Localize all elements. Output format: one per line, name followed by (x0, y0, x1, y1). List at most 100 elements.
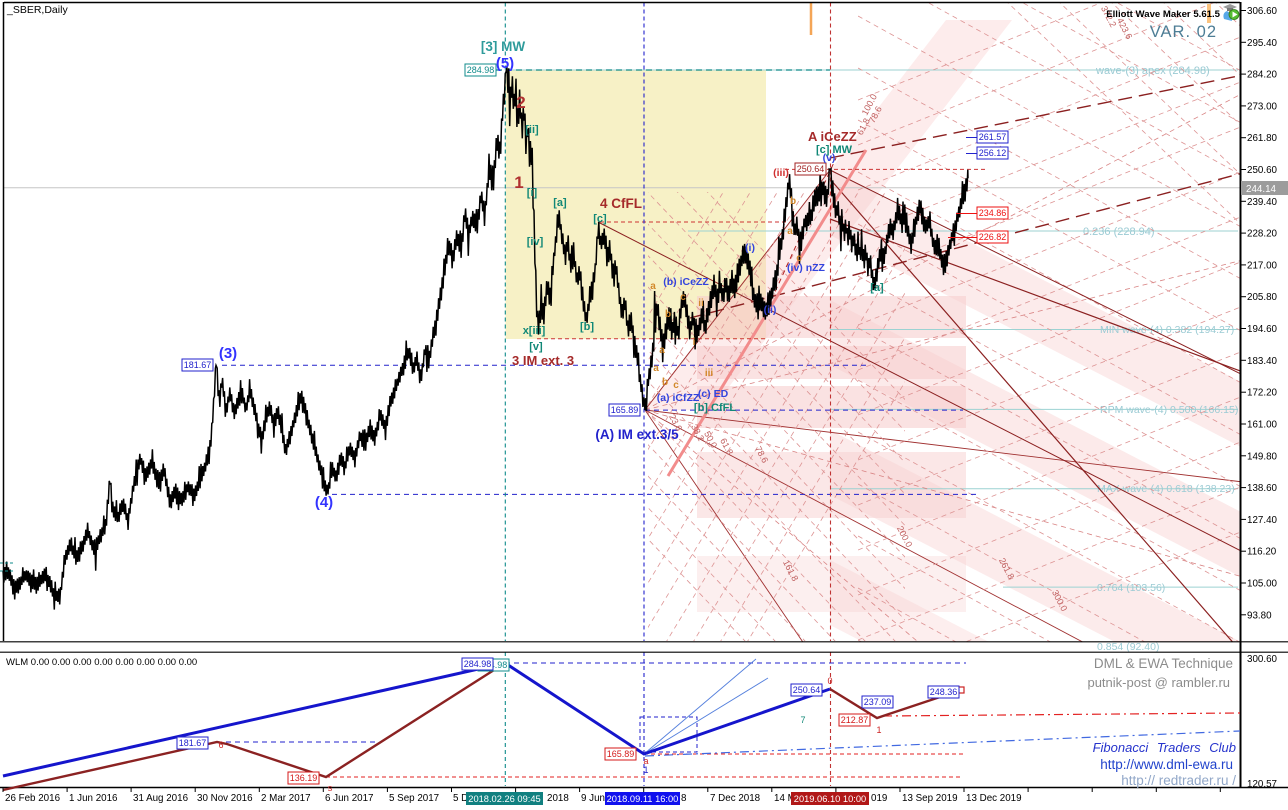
svg-text:212.87: 212.87 (841, 715, 869, 725)
svg-text:9 Jun 2: 9 Jun 2 (581, 793, 613, 804)
svg-text:300.60: 300.60 (1247, 654, 1278, 665)
svg-text:x[iii]: x[iii] (523, 325, 546, 337)
svg-text:2: 2 (516, 93, 525, 112)
svg-text:165.89: 165.89 (607, 749, 635, 759)
svg-text:b: b (665, 309, 671, 320)
svg-text:[i]: [i] (527, 187, 538, 199)
svg-text:(5): (5) (496, 55, 514, 72)
svg-text:161.00: 161.00 (1247, 419, 1278, 430)
svg-text:239.40: 239.40 (1247, 197, 1278, 208)
svg-text:iii: iii (705, 368, 714, 379)
svg-text:a: a (643, 756, 648, 766)
svg-text:0: 0 (827, 676, 832, 686)
svg-text:127.40: 127.40 (1247, 515, 1278, 526)
svg-text:14 M: 14 M (774, 793, 796, 804)
svg-text:[iv]: [iv] (527, 236, 544, 248)
svg-text:6: 6 (218, 740, 223, 750)
svg-text:(iv) nZZ: (iv) nZZ (787, 262, 825, 274)
svg-text:[b]: [b] (580, 321, 594, 333)
svg-text:273.00: 273.00 (1247, 101, 1278, 112)
svg-text:7: 7 (800, 715, 805, 725)
svg-text:[ii]: [ii] (525, 124, 539, 136)
svg-text:(i): (i) (745, 242, 755, 254)
svg-text:4 CfFL: 4 CfFL (600, 196, 642, 211)
svg-text:295.40: 295.40 (1247, 38, 1278, 49)
svg-text:105.00: 105.00 (1247, 579, 1278, 590)
svg-text:248.36: 248.36 (930, 687, 958, 697)
svg-text:i: i (693, 337, 696, 348)
svg-text:2018: 2018 (547, 793, 569, 804)
svg-text:183.40: 183.40 (1247, 356, 1278, 367)
svg-text:VAR. 02: VAR. 02 (1150, 23, 1217, 41)
svg-text:138.60: 138.60 (1247, 483, 1278, 494)
svg-text:13 Dec 2019: 13 Dec 2019 (966, 793, 1022, 804)
svg-text:250.64: 250.64 (793, 685, 821, 695)
svg-text:[a]: [a] (870, 282, 884, 294)
svg-text:(4): (4) (315, 494, 333, 511)
svg-text:(3): (3) (219, 345, 237, 362)
svg-text:_SBER,Daily: _SBER,Daily (6, 4, 68, 16)
svg-text:26 Feb 2016: 26 Feb 2016 (5, 793, 61, 804)
svg-text:7 Dec 2018: 7 Dec 2018 (710, 793, 761, 804)
svg-text:[c]: [c] (593, 213, 607, 225)
svg-text:putnik-post @ rambler.ru: putnik-post @ rambler.ru (1087, 675, 1230, 690)
svg-text:30 Nov 2016: 30 Nov 2016 (197, 793, 253, 804)
svg-text:0.854 (92.40): 0.854 (92.40) (1097, 641, 1159, 653)
svg-text:[c] MW: [c] MW (816, 144, 853, 156)
svg-text:261.80: 261.80 (1247, 133, 1278, 144)
svg-text:0.764 (103.56): 0.764 (103.56) (1097, 582, 1165, 594)
svg-text:5 Sep 2017: 5 Sep 2017 (389, 793, 439, 804)
svg-text:(b) iCeZZ: (b) iCeZZ (663, 276, 709, 288)
svg-text:194.60: 194.60 (1247, 324, 1278, 335)
svg-text:244.14: 244.14 (1246, 184, 1277, 195)
svg-text:http://www.dml-ewa.ru: http://www.dml-ewa.ru (1100, 757, 1233, 772)
svg-text:[b] CfFL: [b] CfFL (694, 402, 736, 414)
svg-text:(ii): (ii) (764, 304, 777, 316)
svg-text:[a]: [a] (553, 197, 567, 209)
svg-text:306.60: 306.60 (1247, 6, 1278, 17)
svg-text:s: s (328, 783, 333, 793)
svg-text:228.20: 228.20 (1247, 229, 1278, 240)
svg-text:1: 1 (514, 173, 523, 192)
svg-text:8: 8 (681, 793, 687, 804)
svg-text:181.67: 181.67 (179, 738, 207, 748)
svg-text:237.09: 237.09 (864, 697, 892, 707)
svg-text:3 IM ext. 3: 3 IM ext. 3 (512, 353, 574, 368)
svg-text:(iii): (iii) (773, 167, 789, 179)
svg-text:1: 1 (643, 765, 648, 775)
svg-text:b: b (662, 377, 668, 388)
svg-text:0.236 (228.94): 0.236 (228.94) (1083, 226, 1155, 238)
svg-text:226.82: 226.82 (979, 232, 1007, 242)
svg-text:b: b (790, 196, 796, 207)
svg-text:136.19: 136.19 (290, 773, 318, 783)
svg-text:MAX wave-(4) 0.618 (138.23): MAX wave-(4) 0.618 (138.23) (1097, 483, 1235, 495)
svg-text:2 Mar 2017: 2 Mar 2017 (261, 793, 311, 804)
svg-text:261.57: 261.57 (979, 132, 1007, 142)
svg-text:(A) IM ext.3/5: (A) IM ext.3/5 (595, 427, 679, 442)
svg-text:284.98: 284.98 (467, 65, 495, 75)
svg-text:http:// redtrader.ru /: http:// redtrader.ru / (1121, 773, 1236, 788)
svg-text:(a) iCfZZ: (a) iCfZZ (657, 392, 700, 404)
svg-text:1 Jun 2016: 1 Jun 2016 (69, 793, 118, 804)
svg-text:284.20: 284.20 (1247, 70, 1278, 81)
svg-text:a: a (653, 363, 659, 374)
svg-text:250.60: 250.60 (1247, 165, 1278, 176)
svg-text:019: 019 (871, 793, 887, 804)
svg-text:116.20: 116.20 (1247, 547, 1277, 558)
svg-text:120.57: 120.57 (1247, 779, 1277, 790)
svg-text:6 Jun 2017: 6 Jun 2017 (325, 793, 373, 804)
svg-text:181.67: 181.67 (184, 360, 212, 370)
svg-text:165.89: 165.89 (611, 405, 639, 415)
svg-text:c: c (673, 380, 679, 391)
svg-text:205.80: 205.80 (1247, 292, 1278, 303)
svg-text:ii: ii (698, 298, 704, 309)
svg-text:a: a (787, 226, 793, 237)
svg-text:217.00: 217.00 (1247, 260, 1278, 271)
svg-text:c: c (680, 292, 686, 303)
svg-text:a: a (659, 345, 665, 356)
svg-text:31 Aug 2016: 31 Aug 2016 (133, 793, 189, 804)
svg-text:149.80: 149.80 (1247, 451, 1278, 462)
svg-text:2019.06.10 10:00: 2019.06.10 10:00 (794, 794, 866, 804)
svg-text:234.86: 234.86 (979, 208, 1007, 218)
svg-text:MIN wave-(4) 0.382 (194.27): MIN wave-(4) 0.382 (194.27) (1100, 324, 1234, 336)
